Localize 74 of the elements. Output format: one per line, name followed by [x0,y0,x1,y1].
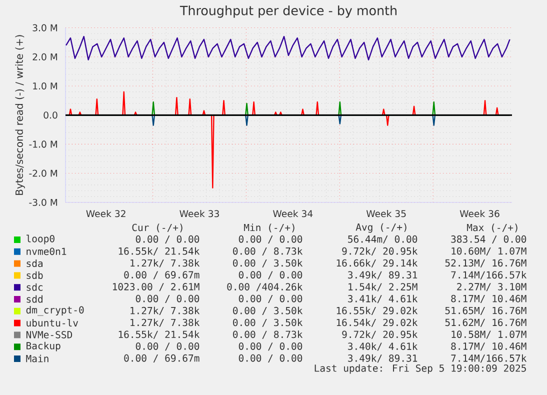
legend-label: sdc [26,283,43,291]
text: 52.13M/ 16.76M [445,259,526,268]
text: Last update: Fri Sep 5 19:00:09 2025 [314,364,526,374]
text: 0.00 / 0.00 [238,294,302,304]
text: 16.54k/ 29.02k [336,318,418,327]
text: 16.66k/ 29.14k [336,259,418,268]
text: 51.62M/ 16.76M [445,318,526,327]
text: 0.00 / 0.00 [136,342,200,351]
text: 51.65M/ 16.76M [445,306,526,315]
chart-title: Throughput per device - by month [180,5,396,18]
text: 0.00 / 69.67m [124,354,200,363]
text: Avg (-/+) [356,223,406,233]
text: 0.00 / 69.67m [124,271,200,280]
text: 383.54 / 0.00 [451,235,526,244]
text: 3.49k/ 89.31 [348,354,418,363]
legend-label: Main [26,354,48,362]
text: 9.72k/ 20.95k [342,247,418,256]
text: 0.00 / 8.73k [233,330,303,339]
y-tick-label: 1.0 M [33,82,58,90]
x-tick-label: Week 33 [180,210,219,218]
text: Min (-/+) [244,224,294,232]
text: 3.49k/ 89.31 [348,271,418,280]
y-tick-label: -1.0 M [29,140,58,148]
legend-label: nvme0n1 [26,248,66,256]
legend-label: ubuntu-lv [26,318,78,327]
text: 0.00 / 3.50k [233,318,303,327]
text: 0.00 / 0.00 [238,235,302,244]
legend-label: sdd [26,295,42,303]
text: 16.55k/ 21.54k [118,247,200,256]
y-tick-label: 3.0 M [32,24,58,32]
text: 56.44m/ 0.00 [348,235,418,244]
legend-label: NVMe-SSD [26,331,72,338]
legend-label: sda [26,260,43,268]
legend-label: loop0 [26,234,54,244]
text: 16.55k/ 29.02k [336,306,418,316]
legend-label: sdb [26,271,43,279]
text: 10.58M/ 1.07M [452,330,526,339]
text: 3.41k/ 4.61k [348,294,418,304]
text: 0.00 /404.26k [227,282,303,292]
x-tick-label: Week 35 [366,210,406,218]
text: Max (-/+) [467,224,518,232]
y-tick-label: -2.0 M [29,170,58,177]
text: 1023.00 / 2.61M [113,283,200,292]
text: 3.40k/ 4.61k [348,342,418,351]
text: 8.17M/ 10.46M [451,342,526,351]
text: Cur (-/+) [132,224,182,232]
text: 1.27k/ 7.38k [130,318,200,327]
y-axis-title: Bytes/second read (-) / write (+) [15,35,25,195]
text: 16.55k/ 21.54k [118,330,200,339]
y-tick-label: -3.0 M [29,198,58,206]
y-tick-label: 0.0 [44,112,58,119]
text: 8.17M/ 10.46M [451,294,526,304]
x-tick-label: Week 36 [460,210,500,218]
text: 7.14M/166.57k [451,354,527,363]
text: 0.00 / 3.50k [233,259,303,268]
text: 1.54k/ 2.25M [348,282,418,292]
text: 0.00 / 0.00 [238,342,302,351]
text: 7.14M/166.57k [451,271,527,280]
text: 1.27k/ 7.38k [130,259,200,268]
text: 1.27k/ 7.38k [130,306,200,316]
text: 9.72k/ 20.95k [342,330,418,339]
text: 0.00 / 0.00 [238,354,302,363]
text: 0.00 / 0.00 [136,235,200,244]
text: 2.27M/ 3.10M [457,283,526,292]
y-tick-label: 2.0 M [32,53,58,60]
text: 0.00 / 3.50k [233,306,303,316]
text: 0.00 / 0.00 [238,271,302,280]
text: 10.60M/ 1.07M [452,247,526,256]
text: 0.00 / 0.00 [136,294,200,304]
x-tick-label: Week 32 [86,210,126,218]
legend-label: Backup [26,342,60,352]
x-tick-label: Week 34 [273,210,313,218]
text: 0.00 / 8.73k [233,247,303,256]
legend-label: dm_crypt-0 [26,306,84,316]
